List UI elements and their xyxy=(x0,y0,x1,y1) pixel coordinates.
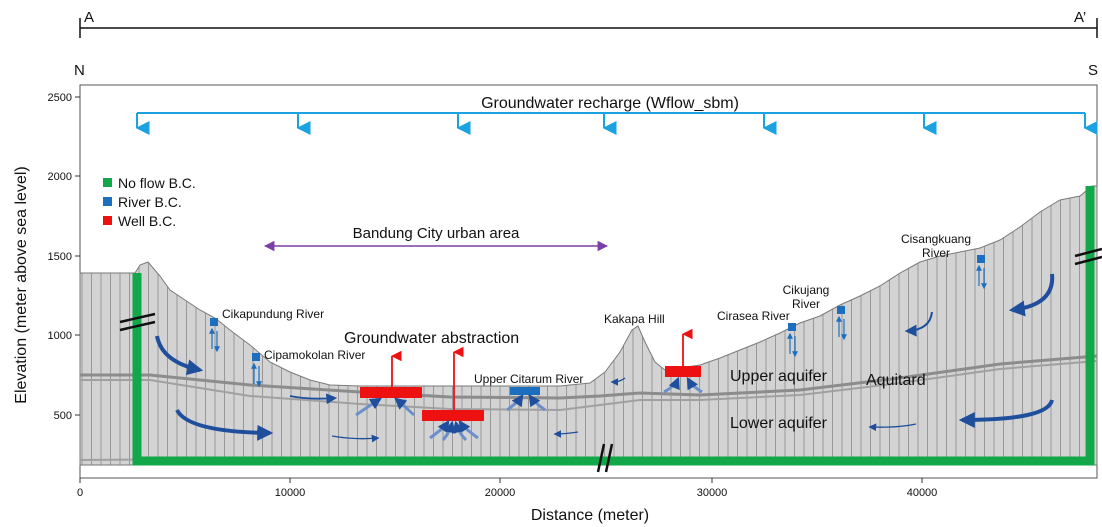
lower-aquifer-label: Lower aquifer xyxy=(730,415,828,432)
well-boundaries xyxy=(360,328,701,421)
recharge-label: Groundwater recharge (Wflow_sbm) xyxy=(481,95,739,112)
river-marker-cikapundung xyxy=(210,318,218,326)
x-tick-1: 10000 xyxy=(275,487,306,499)
y-axis-label: Elevation (meter above sea level) xyxy=(13,166,30,403)
legend-swatch-well xyxy=(103,216,112,225)
y-tick-1500: 1500 xyxy=(48,251,72,263)
cirasea-label: Cirasea River xyxy=(717,309,790,323)
legend-swatch-no-flow xyxy=(103,178,112,187)
aquitard-label: Aquitard xyxy=(866,372,926,389)
section-label-a: A xyxy=(84,9,94,26)
river-marker-cirasea xyxy=(788,323,796,331)
y-tick-2000: 2000 xyxy=(48,171,72,183)
legend: No flow B.C. River B.C. Well B.C. xyxy=(103,175,196,229)
legend-label-well: Well B.C. xyxy=(118,213,176,229)
no-flow-boundary xyxy=(132,186,1095,466)
south-label: S xyxy=(1088,62,1098,79)
cisangkuang-label-1: Cisangkuang xyxy=(901,232,971,246)
north-label: N xyxy=(74,62,85,79)
upper-citarum-label: Upper Citarum River xyxy=(474,372,583,386)
kakapa-hill-label: Kakapa Hill xyxy=(604,312,665,326)
abstraction-label: Groundwater abstraction xyxy=(344,330,519,347)
river-marker-cipamokolan xyxy=(252,353,260,361)
cikujang-label-2: River xyxy=(792,297,820,311)
cisangkuang-label-2: River xyxy=(922,246,950,260)
cikujang-label-1: Cikujang xyxy=(783,283,830,297)
y-tick-500: 500 xyxy=(54,410,72,422)
upper-aquifer-label: Upper aquifer xyxy=(730,368,828,385)
x-tick-2: 20000 xyxy=(485,487,516,499)
well-marker-2 xyxy=(422,410,484,421)
x-tick-0: 0 xyxy=(77,487,83,499)
x-tick-3: 30000 xyxy=(697,487,728,499)
y-tick-2500: 2500 xyxy=(48,92,72,104)
section-line xyxy=(79,18,1098,38)
axis-break-marks xyxy=(119,247,1102,473)
cikapundung-label: Cikapundung River xyxy=(222,307,324,321)
well-marker-3 xyxy=(665,366,701,377)
river-marker-upper-citarum xyxy=(510,387,540,395)
x-tick-4: 40000 xyxy=(907,487,938,499)
terrain-section xyxy=(79,185,1098,466)
section-label-a-prime: A’ xyxy=(1074,9,1086,26)
well-marker-1 xyxy=(360,387,422,398)
y-tick-1000: 1000 xyxy=(48,330,72,342)
legend-swatch-river xyxy=(103,197,112,206)
river-marker-cisangkuang xyxy=(977,255,985,263)
legend-label-river: River B.C. xyxy=(118,194,182,210)
recharge-arrows xyxy=(135,112,1098,135)
well-inflow-swirls xyxy=(355,376,703,442)
legend-label-no-flow: No flow B.C. xyxy=(118,175,196,191)
groundwater-flow-arrows xyxy=(155,273,1055,443)
river-marker-cikujang xyxy=(837,306,845,314)
urban-area-label: Bandung City urban area xyxy=(353,225,520,242)
x-axis-label: Distance (meter) xyxy=(531,507,649,524)
river-boundaries xyxy=(209,255,987,395)
cipamokolan-label: Cipamokolan River xyxy=(264,348,365,362)
